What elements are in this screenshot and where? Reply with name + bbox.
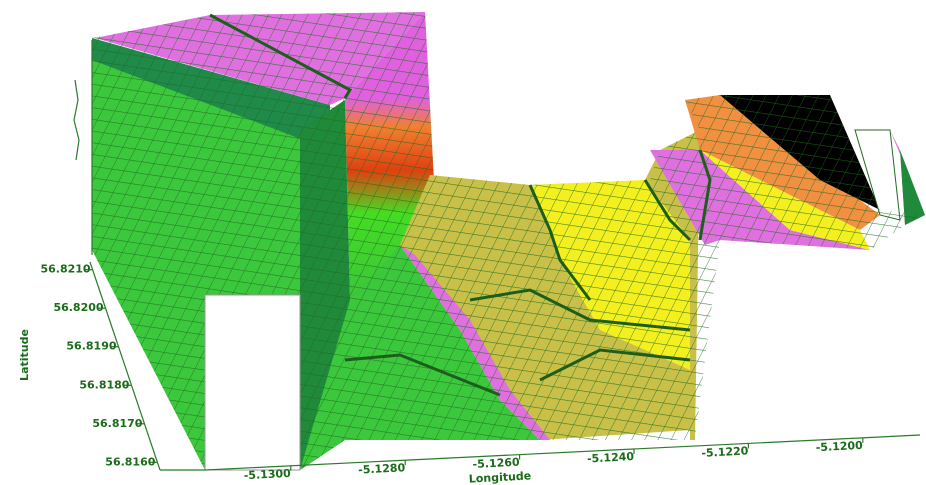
x-axis (204, 434, 921, 471)
y-axis (89, 261, 161, 471)
y-tick-label: 56.8180 (79, 378, 129, 391)
y-tick-label: 56.8200 (53, 301, 103, 314)
x-tick-label: -5.1220 (701, 444, 749, 459)
x-axis-label: Longitude (468, 469, 531, 485)
x-tick-label: -5.1300 (243, 467, 291, 482)
surface (73, 12, 925, 471)
y-tick-label: 56.8170 (92, 417, 142, 430)
y-tick-label: 56.8160 (105, 455, 155, 468)
x-tick-label: -5.1280 (358, 461, 406, 476)
y-tick-label: 56.8210 (40, 263, 90, 276)
y-axis-label: Latitude (18, 329, 31, 381)
x-tick-label: -5.1260 (472, 456, 520, 471)
x-tick-label: -5.1240 (587, 450, 635, 465)
y-tick-label: 56.8190 (66, 340, 116, 353)
x-tick-label: -5.1200 (815, 439, 863, 454)
